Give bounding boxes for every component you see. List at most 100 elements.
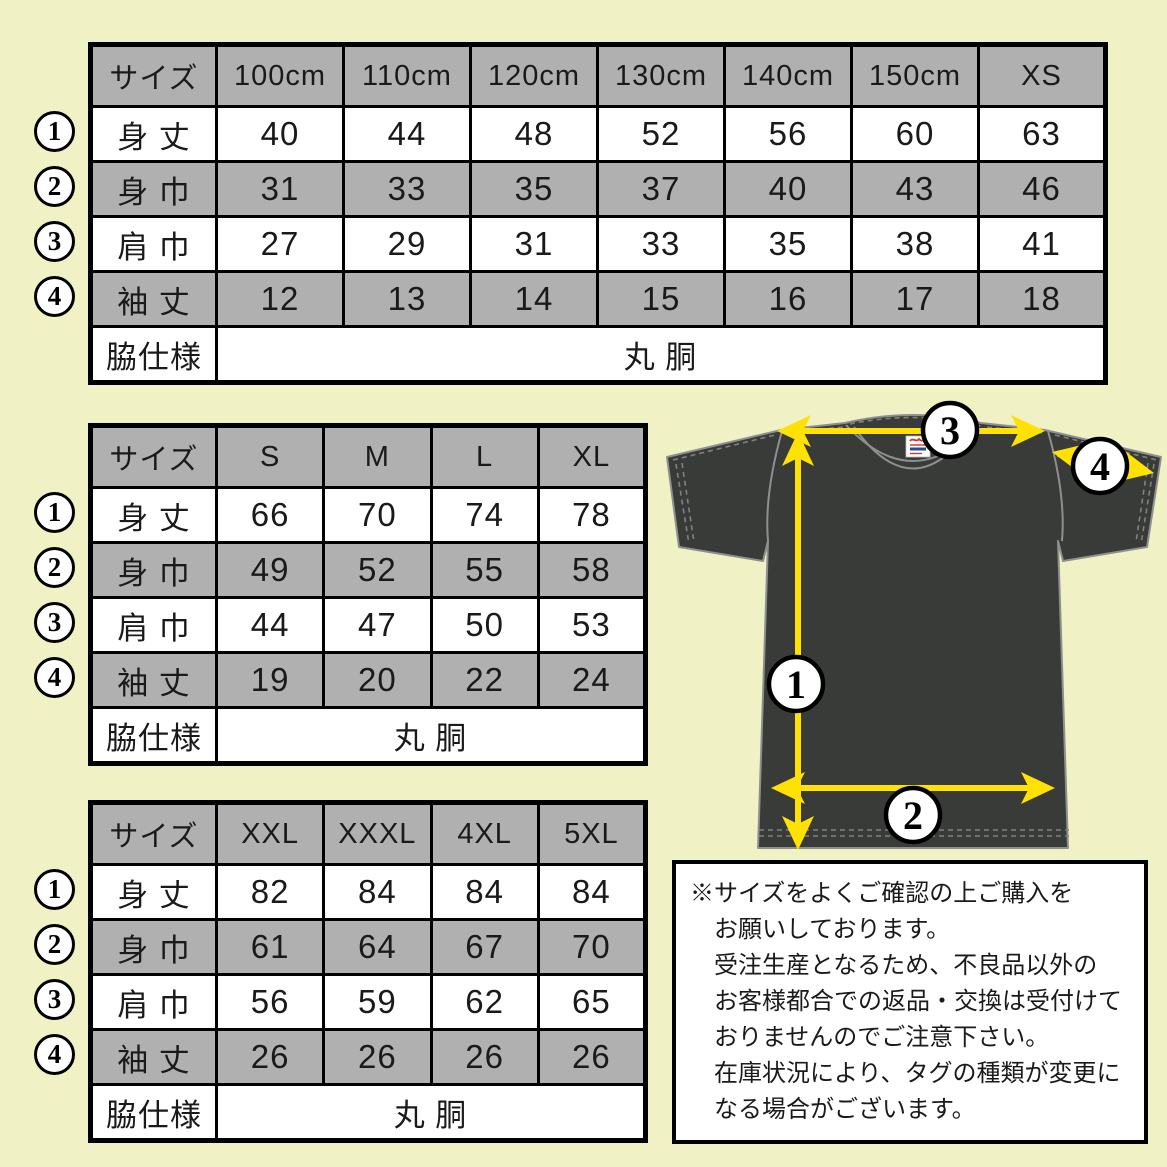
row-number-badge: 4	[34, 276, 75, 317]
badge-1-label: 1	[786, 662, 806, 707]
size-column-header: 120cm	[469, 43, 599, 108]
measure-value-cell: 44	[214, 596, 326, 654]
measure-value-cell: 22	[429, 651, 540, 709]
notice-line: なる場合がございます。	[714, 1096, 976, 1123]
measure-value-cell: 55	[429, 541, 540, 599]
measure-value-cell: 26	[536, 1028, 648, 1086]
measure-value-cell: 84	[429, 863, 540, 921]
measure-value-cell: 16	[723, 270, 853, 328]
notice-line: お客様都合での返品・交換は受付けて	[714, 988, 1122, 1015]
measure-value-cell: 59	[322, 973, 433, 1031]
measure-row-label: 身 巾	[89, 918, 218, 976]
row-number-badge: 3	[34, 221, 75, 262]
notice-line: 在庫状況により、タグの種類が変更に	[714, 1060, 1121, 1087]
measure-value-cell: 61	[214, 918, 326, 976]
measure-row-label: 袖 丈	[89, 1028, 218, 1086]
row-number-badge: 2	[34, 166, 75, 207]
side-spec-label: 脇仕様	[89, 325, 218, 384]
measure-value-cell: 35	[469, 160, 599, 218]
badge-2-label: 2	[903, 793, 923, 838]
side-spec-label: 脇仕様	[89, 706, 218, 765]
measure-row-label: 肩 巾	[89, 215, 218, 273]
measure-value-cell: 20	[322, 651, 433, 709]
measure-value-cell: 70	[322, 486, 433, 544]
size-column-header: L	[429, 424, 540, 489]
measure-value-cell: 63	[977, 105, 1107, 163]
armhole-seams	[766, 430, 1064, 542]
size-table: サイズ XXL XXXL 4XL 5XL 身 丈 82 84 84 84 身 巾 61 64 67 70 肩 …	[88, 800, 648, 1143]
measure-value-cell: 18	[977, 270, 1107, 328]
row-number-badge: 3	[34, 602, 75, 643]
measure-row-label: 身 巾	[89, 160, 218, 218]
row-number-badge: 1	[34, 111, 75, 152]
row-number-badge: 2	[34, 547, 75, 588]
measure-row-label: 身 巾	[89, 541, 218, 599]
measure-value-cell: 14	[469, 270, 599, 328]
size-table: サイズ 100cm 110cm 120cm 130cm 140cm 150cm XS 身 丈 40…	[88, 42, 1108, 385]
size-column-header: 140cm	[723, 43, 853, 108]
measure-value-cell: 40	[215, 105, 345, 163]
size-corner-header: サイズ	[89, 424, 218, 489]
measure-value-cell: 56	[214, 973, 326, 1031]
measure-value-cell: 41	[977, 215, 1107, 273]
measure-value-cell: 70	[536, 918, 648, 976]
measure-value-cell: 78	[536, 486, 648, 544]
tshirt-measure-diagram: 3 4 1 2	[666, 400, 1162, 850]
measure-value-cell: 84	[536, 863, 648, 921]
measure-value-cell: 44	[342, 105, 472, 163]
measure-row-label: 身 丈	[89, 486, 218, 544]
measure-value-cell: 58	[536, 541, 648, 599]
measure-value-cell: 74	[429, 486, 540, 544]
measure-value-cell: 66	[214, 486, 326, 544]
measure-value-cell: 31	[469, 215, 599, 273]
measure-row-label: 肩 巾	[89, 596, 218, 654]
measure-value-cell: 27	[215, 215, 345, 273]
measure-value-cell: 43	[850, 160, 980, 218]
measure-value-cell: 26	[214, 1028, 326, 1086]
measure-value-cell: 64	[322, 918, 433, 976]
measure-row-label: 身 丈	[89, 863, 218, 921]
side-spec-value: 丸 胴	[215, 325, 1107, 384]
measure-value-cell: 26	[322, 1028, 433, 1086]
badge-3: 3	[920, 400, 980, 460]
measure-value-cell: 33	[342, 160, 472, 218]
measure-value-cell: 46	[977, 160, 1107, 218]
side-spec-label: 脇仕様	[89, 1083, 218, 1142]
diagram-number-badges: 3 4 1 2	[766, 400, 1130, 845]
badge-4-label: 4	[1090, 444, 1110, 489]
measure-value-cell: 37	[596, 160, 726, 218]
size-column-header: XS	[977, 43, 1107, 108]
size-column-header: XXXL	[322, 801, 433, 866]
measure-value-cell: 29	[342, 215, 472, 273]
size-table: サイズ S M L XL 身 丈 66 70 74 78 身 巾 49 52 55 58 肩 巾 44 47 50 5…	[88, 423, 648, 766]
row-number-badge: 4	[34, 1034, 75, 1075]
measure-value-cell: 48	[469, 105, 599, 163]
measure-value-cell: 31	[215, 160, 345, 218]
row-number-badge: 2	[34, 924, 75, 965]
size-column-header: S	[214, 424, 326, 489]
measure-value-cell: 15	[596, 270, 726, 328]
measure-value-cell: 33	[596, 215, 726, 273]
measure-value-cell: 49	[214, 541, 326, 599]
measure-row-label: 身 丈	[89, 105, 218, 163]
measure-row-label: 袖 丈	[89, 651, 218, 709]
size-corner-header: サイズ	[89, 43, 218, 108]
side-spec-value: 丸 胴	[215, 706, 647, 765]
size-column-header: 100cm	[215, 43, 345, 108]
notice-line: お願いしております。	[714, 916, 951, 943]
row-number-badge: 1	[34, 492, 75, 533]
measure-value-cell: 38	[850, 215, 980, 273]
measure-value-cell: 47	[322, 596, 433, 654]
notice-line: 受注生産となるため、不良品以外の	[714, 952, 1098, 979]
side-spec-value: 丸 胴	[215, 1083, 647, 1142]
measure-value-cell: 65	[536, 973, 648, 1031]
measure-value-cell: 60	[850, 105, 980, 163]
measure-value-cell: 26	[429, 1028, 540, 1086]
row-number-badge: 3	[34, 979, 75, 1020]
size-column-header: 110cm	[342, 43, 472, 108]
size-table-kids-block: 1 2 3 4 サイズ 100cm 110cm 120cm 130cm 140cm 150cm XS 身…	[34, 42, 1108, 385]
badge-2: 2	[883, 785, 943, 845]
purchase-notice-box: ※サイズをよくご確認の上ご購入を お願いしております。 受注生産となるため、不良…	[672, 860, 1148, 1144]
measure-row-label: 肩 巾	[89, 973, 218, 1031]
measure-value-cell: 53	[536, 596, 648, 654]
